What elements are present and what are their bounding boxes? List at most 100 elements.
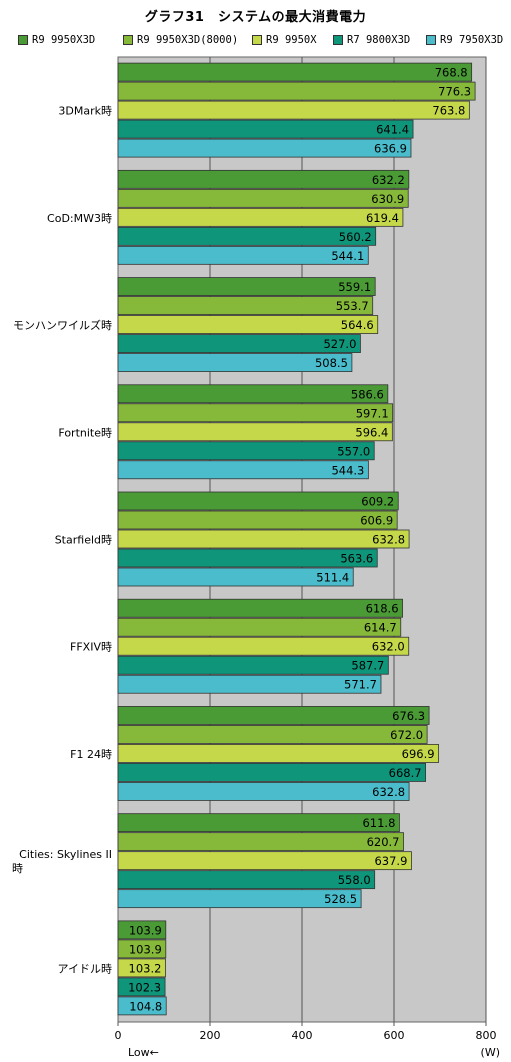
legend-label: R9 9950X3D(8000) <box>137 34 239 46</box>
bar <box>117 939 167 959</box>
data-label: 586.6 <box>351 387 384 401</box>
data-label: 558.0 <box>338 873 371 887</box>
data-label: 632.2 <box>372 173 405 187</box>
category-label: Starfield時 <box>55 534 112 547</box>
bar <box>117 277 376 296</box>
bar <box>117 169 410 189</box>
data-label: 632.0 <box>372 640 405 654</box>
data-label: 557.0 <box>337 444 370 458</box>
data-label: 632.8 <box>372 785 405 799</box>
data-label: 528.5 <box>324 892 357 906</box>
category-label: モンハンワイルズ時 <box>13 318 112 332</box>
data-label: 103.2 <box>129 961 162 975</box>
category-label: アイドル時 <box>58 962 112 975</box>
unit-label: (W) <box>481 1046 500 1059</box>
data-label: 103.9 <box>129 942 162 956</box>
data-label: 637.9 <box>374 854 407 868</box>
bar <box>117 706 430 725</box>
bar <box>117 384 389 404</box>
data-label: 614.7 <box>364 621 397 635</box>
data-label: 563.6 <box>340 552 373 566</box>
data-label: 768.8 <box>435 66 468 80</box>
legend-label: R7 9800X3D <box>347 34 411 46</box>
bar <box>117 958 166 978</box>
bar <box>117 207 404 227</box>
data-label: 620.7 <box>367 835 400 849</box>
bar <box>117 226 377 246</box>
bar <box>117 851 412 871</box>
legend-item: R7 9800X3D <box>333 33 410 47</box>
low-label: Low← <box>128 1046 159 1059</box>
data-label: 636.9 <box>374 142 407 156</box>
bar <box>117 188 409 208</box>
data-label: 630.9 <box>371 192 404 206</box>
data-label: 597.1 <box>356 406 389 420</box>
bar <box>117 674 382 694</box>
legend-swatch <box>333 35 343 45</box>
data-label: 564.6 <box>341 318 374 332</box>
legend-label: R9 7950X3D <box>440 34 504 46</box>
data-label: 559.1 <box>338 280 371 294</box>
data-label: 544.1 <box>331 249 364 263</box>
data-label: 776.3 <box>438 85 471 99</box>
category-label: 時 <box>12 862 23 875</box>
bar <box>117 62 473 82</box>
bar <box>117 813 400 833</box>
legend: R9 9950X3D R9 9950X3D(8000) R9 9950X R7 980… <box>4 33 509 49</box>
chart-title: グラフ31 システムの最大消費電力 <box>144 10 367 25</box>
data-label: 606.9 <box>360 514 393 528</box>
data-label: 508.5 <box>315 356 348 370</box>
bar <box>117 403 394 423</box>
data-label: 587.7 <box>351 659 384 673</box>
data-label: 672.0 <box>390 728 423 742</box>
legend-label: R9 9950X3D <box>32 34 96 46</box>
data-label: 618.6 <box>366 602 399 616</box>
bar <box>117 119 414 139</box>
legend-swatch <box>252 35 262 45</box>
bar <box>117 245 369 265</box>
bar <box>117 636 410 656</box>
bar <box>117 334 361 353</box>
bar <box>117 977 166 997</box>
bar <box>117 441 375 461</box>
data-label: 676.3 <box>392 709 425 723</box>
tick-label: 800 <box>476 1029 497 1042</box>
legend-item: R9 9950X <box>252 33 317 47</box>
bar <box>117 491 399 511</box>
data-label: 632.8 <box>372 533 405 547</box>
bar <box>117 782 410 801</box>
data-label: 609.2 <box>361 495 394 509</box>
bar <box>117 889 362 909</box>
tick-label: 600 <box>384 1029 405 1042</box>
legend-item: R9 7950X3D <box>426 33 503 47</box>
tick-label: 0 <box>115 1029 122 1042</box>
bar <box>117 832 404 852</box>
bar <box>117 529 410 549</box>
bar <box>117 920 167 940</box>
data-label: 696.9 <box>402 747 435 761</box>
legend-swatch <box>18 35 28 45</box>
bar <box>117 353 353 372</box>
data-label: 619.4 <box>366 211 399 225</box>
bar <box>117 138 412 158</box>
data-label: 511.4 <box>316 571 349 585</box>
bar <box>117 617 402 637</box>
bar <box>117 510 398 530</box>
legend-swatch <box>426 35 436 45</box>
data-label: 763.8 <box>432 104 465 118</box>
legend-swatch <box>123 35 133 45</box>
category-label: CoD:MW3時 <box>47 212 112 225</box>
data-label: 527.0 <box>323 337 356 351</box>
bar <box>117 460 369 480</box>
legend-item: R9 9950X3D(8000) <box>123 33 238 47</box>
data-label: 544.3 <box>331 463 364 477</box>
bar <box>117 296 374 315</box>
bar <box>117 870 376 890</box>
data-label: 641.4 <box>376 123 409 137</box>
bar <box>117 567 354 587</box>
bar <box>117 744 439 763</box>
data-label: 611.8 <box>362 816 395 830</box>
data-label: 596.4 <box>355 425 388 439</box>
bar <box>117 598 403 618</box>
